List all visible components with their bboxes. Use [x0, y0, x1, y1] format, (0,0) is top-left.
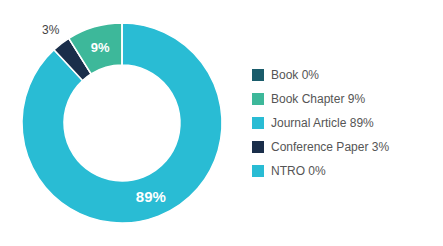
- chart: 89% 3% 9% Book 0% Book Chapter 9% Journal Art…: [0, 0, 443, 246]
- legend-label: Book Chapter 9%: [271, 92, 365, 106]
- legend-label: Book 0%: [271, 68, 319, 82]
- legend-label: NTRO 0%: [271, 164, 326, 178]
- legend-swatch: [252, 93, 264, 105]
- data-label: 3%: [42, 23, 60, 37]
- legend: Book 0% Book Chapter 9% Journal Article 89…: [252, 68, 389, 178]
- slice: [69, 23, 122, 74]
- legend-swatch: [252, 165, 264, 177]
- data-label: 9%: [91, 40, 110, 55]
- data-labels: 89% 3% 9%: [42, 23, 166, 205]
- slices: [22, 23, 222, 223]
- legend-swatch: [252, 69, 264, 81]
- legend-label: Journal Article 89%: [271, 116, 374, 130]
- legend-label: Conference Paper 3%: [271, 140, 389, 154]
- slice: [22, 23, 222, 223]
- slice: [121, 23, 123, 65]
- background: [0, 0, 443, 246]
- data-label: 89%: [136, 188, 166, 205]
- legend-swatch: [252, 141, 264, 153]
- legend-swatch: [252, 117, 264, 129]
